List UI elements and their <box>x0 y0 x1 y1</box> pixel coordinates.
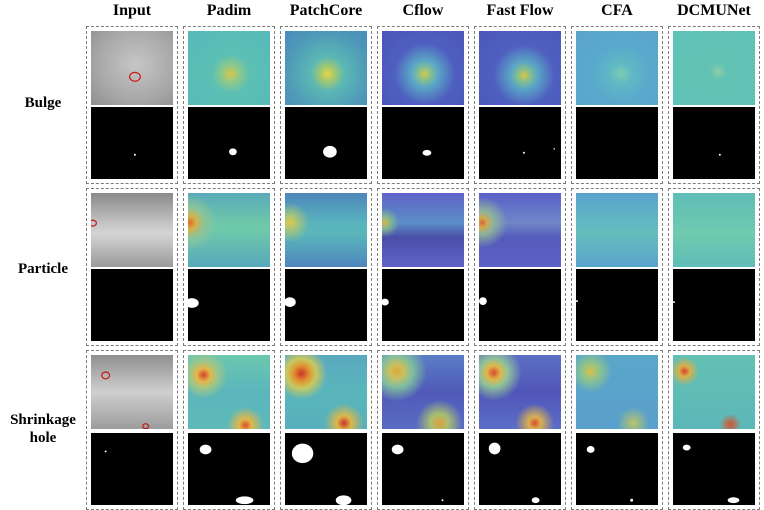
predicted-mask <box>285 107 367 179</box>
row-label-text-line2: hole <box>29 430 57 446</box>
anomaly-heatmap <box>576 355 658 429</box>
cell-shrinkage-padim <box>183 350 275 510</box>
row-label-shrinkage-hole: Shrinkage hole <box>0 411 86 447</box>
anomaly-heatmap <box>576 31 658 105</box>
anomaly-heatmap <box>479 193 561 267</box>
anomaly-heatmap <box>479 31 561 105</box>
predicted-mask <box>673 269 755 341</box>
predicted-mask <box>188 433 270 505</box>
cell-shrinkage-cflow <box>377 350 469 510</box>
anomaly-heatmap <box>382 31 464 105</box>
ground-truth-mask <box>91 433 173 505</box>
anomaly-heatmap <box>188 31 270 105</box>
anomaly-heatmap <box>285 31 367 105</box>
cell-bulge-cfa <box>571 26 663 184</box>
cell-bulge-input <box>86 26 178 184</box>
input-image <box>91 31 173 105</box>
cell-particle-patchcore <box>280 188 372 346</box>
predicted-mask <box>285 269 367 341</box>
predicted-mask <box>576 269 658 341</box>
row-label-particle: Particle <box>0 260 86 278</box>
predicted-mask <box>576 107 658 179</box>
anomaly-heatmap <box>382 355 464 429</box>
anomaly-heatmap <box>188 355 270 429</box>
ground-truth-mask <box>91 107 173 179</box>
row-label-text-line1: Shrinkage <box>10 412 76 428</box>
cell-bulge-patchcore <box>280 26 372 184</box>
cell-bulge-padim <box>183 26 275 184</box>
predicted-mask <box>673 433 755 505</box>
cell-bulge-dcmunet <box>668 26 760 184</box>
row-label-bulge: Bulge <box>0 94 86 112</box>
annotation-circle-icon <box>91 219 97 227</box>
column-header-padim: Padim <box>206 2 252 19</box>
row-label-text: Bulge <box>24 95 62 111</box>
predicted-mask <box>382 433 464 505</box>
predicted-mask <box>479 107 561 179</box>
row-label-text: Particle <box>18 261 68 277</box>
ground-truth-mask <box>91 269 173 341</box>
column-header-dcmunet: DCMUNet <box>677 2 751 19</box>
column-header-input: Input <box>112 2 152 19</box>
anomaly-heatmap <box>673 31 755 105</box>
anomaly-heatmap <box>479 355 561 429</box>
predicted-mask <box>576 433 658 505</box>
anomaly-heatmap <box>188 193 270 267</box>
cell-particle-cflow <box>377 188 469 346</box>
cell-particle-input <box>86 188 178 346</box>
predicted-mask <box>188 269 270 341</box>
cell-shrinkage-cfa <box>571 350 663 510</box>
anomaly-heatmap <box>673 193 755 267</box>
cell-bulge-cflow <box>377 26 469 184</box>
annotation-circle-icon <box>128 71 141 82</box>
anomaly-heatmap <box>576 193 658 267</box>
cell-particle-padim <box>183 188 275 346</box>
cell-particle-cfa <box>571 188 663 346</box>
anomaly-heatmap <box>285 355 367 429</box>
cell-bulge-fastflow <box>474 26 566 184</box>
annotation-circle-icon <box>101 371 150 429</box>
cell-particle-dcmunet <box>668 188 760 346</box>
cell-shrinkage-dcmunet <box>668 350 760 510</box>
column-header-cflow: Cflow <box>402 2 444 19</box>
cell-shrinkage-patchcore <box>280 350 372 510</box>
predicted-mask <box>285 433 367 505</box>
predicted-mask <box>479 433 561 505</box>
predicted-mask <box>382 107 464 179</box>
cell-shrinkage-fastflow <box>474 350 566 510</box>
cell-particle-fastflow <box>474 188 566 346</box>
predicted-mask <box>382 269 464 341</box>
anomaly-heatmap <box>382 193 464 267</box>
column-header-fastflow: Fast Flow <box>486 2 554 19</box>
input-image <box>91 355 173 429</box>
predicted-mask <box>479 269 561 341</box>
column-header-patchcore: PatchCore <box>289 2 363 19</box>
input-image <box>91 193 173 267</box>
anomaly-heatmap <box>285 193 367 267</box>
predicted-mask <box>188 107 270 179</box>
anomaly-heatmap <box>673 355 755 429</box>
cell-shrinkage-input <box>86 350 178 510</box>
predicted-mask <box>673 107 755 179</box>
column-header-cfa: CFA <box>601 2 633 19</box>
